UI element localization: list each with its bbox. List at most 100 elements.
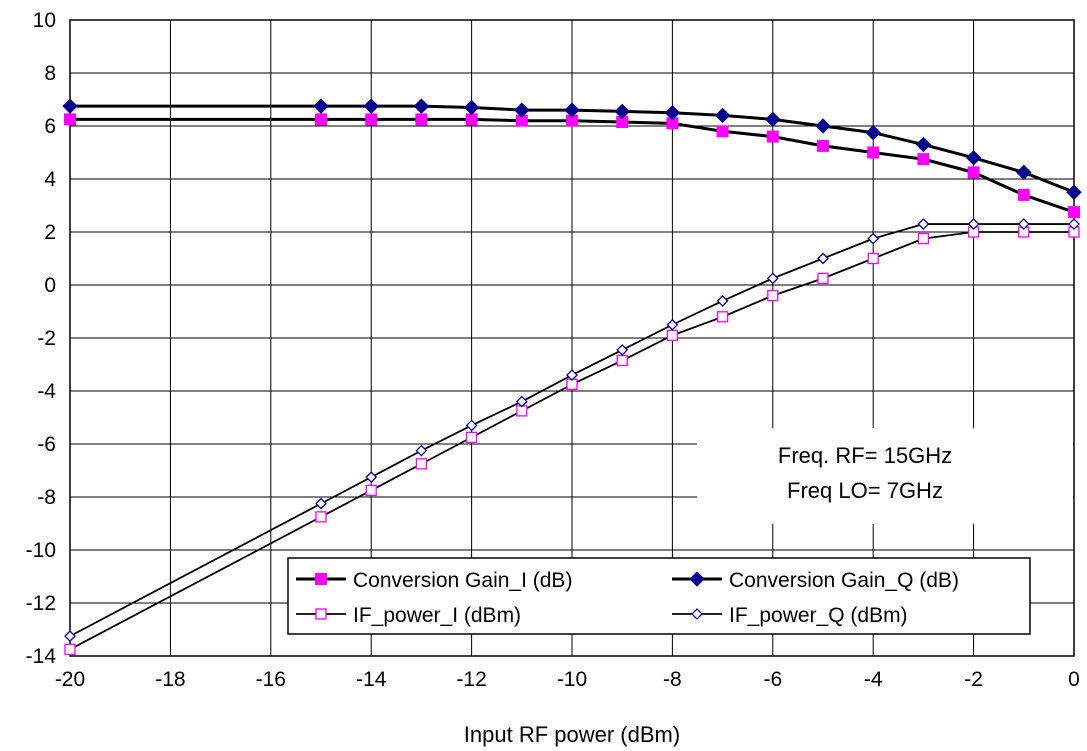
y-tick-label: 0 [44, 274, 56, 297]
data-point [313, 98, 329, 114]
x-tick-label: -6 [763, 668, 782, 691]
data-point [1068, 218, 1080, 230]
legend-label: IF_power_I (dBm) [353, 604, 521, 627]
data-point [915, 136, 932, 153]
x-tick-label: -10 [557, 668, 587, 691]
data-point [917, 153, 930, 166]
y-tick-label: 4 [44, 168, 56, 191]
data-point [415, 444, 428, 457]
series-3 [64, 226, 1080, 656]
x-axis-title: Input RF power (dBm) [464, 722, 680, 747]
data-point [666, 318, 679, 331]
data-point [714, 107, 731, 124]
series-4 [64, 218, 1080, 643]
data-point [917, 218, 930, 230]
data-point [64, 630, 76, 643]
data-point [64, 113, 76, 126]
y-tick-label: -12 [26, 592, 56, 615]
data-point [614, 103, 630, 120]
data-point [465, 113, 478, 126]
plot-area-frame [69, 19, 1075, 657]
y-tick-label: -2 [37, 327, 56, 350]
x-tick-label: -18 [155, 668, 185, 691]
data-point [967, 218, 980, 230]
data-point [415, 113, 428, 126]
data-point [765, 111, 781, 128]
series-1 [64, 113, 1080, 219]
x-tick-label: -8 [663, 668, 682, 691]
data-point [817, 252, 829, 265]
y-tick-label: -10 [26, 539, 56, 562]
data-point [315, 497, 327, 510]
x-tick-label: -16 [256, 668, 286, 691]
data-point [363, 98, 379, 114]
series-group [62, 98, 1082, 656]
data-point [767, 289, 779, 302]
legend-marker [689, 571, 705, 587]
annotation-lo: Freq LO= 7GHz [787, 478, 943, 503]
x-tick-label: -2 [964, 668, 983, 691]
tick-labels: -20 -18 -16 -14 -12 -10 -8 -6 -4 -2 01086420-2-4-6… [26, 9, 1080, 691]
data-point [315, 511, 327, 523]
y-tick-label: 8 [44, 62, 56, 85]
y-tick-label: -6 [37, 433, 56, 456]
annotation-rf: Freq. RF= 15GHz [778, 443, 952, 468]
data-point [766, 272, 779, 285]
data-point [867, 146, 880, 159]
data-point [967, 166, 980, 179]
data-point [315, 113, 327, 126]
data-point [566, 369, 578, 382]
data-point [62, 98, 78, 114]
data-point [917, 232, 930, 245]
data-point [716, 125, 729, 138]
data-point [815, 118, 831, 134]
data-point [1016, 164, 1032, 181]
series-2 [62, 98, 1082, 200]
data-point [1017, 188, 1030, 201]
data-point [817, 139, 829, 152]
data-point [365, 484, 377, 497]
data-point [1017, 218, 1030, 230]
x-tick-label: -14 [356, 668, 387, 691]
data-point [365, 113, 378, 126]
data-point [413, 98, 430, 114]
legend-label: Conversion Gain_I (dB) [353, 569, 572, 592]
data-point [465, 419, 478, 432]
legend-label: IF_power_Q (dBm) [729, 604, 908, 627]
legend-marker [315, 573, 327, 585]
x-tick-label: -20 [55, 668, 85, 691]
data-point [64, 643, 76, 656]
data-point [465, 431, 478, 444]
y-tick-label: 10 [33, 9, 56, 32]
data-point [616, 354, 628, 367]
data-point [867, 252, 879, 265]
data-point [514, 102, 530, 118]
x-tick-label: -4 [864, 668, 883, 691]
legend-marker [691, 608, 703, 620]
y-tick-label: -14 [26, 645, 57, 668]
data-point [716, 294, 729, 307]
data-point [965, 150, 982, 166]
data-point [365, 471, 378, 484]
data-point [666, 329, 679, 342]
legend-box [287, 557, 1031, 635]
data-point [865, 124, 881, 141]
data-point [616, 344, 629, 356]
legend-marker [315, 608, 327, 620]
data-point [817, 272, 829, 285]
y-tick-label: -4 [37, 380, 56, 403]
y-tick-label: 2 [44, 221, 56, 244]
data-point [716, 311, 729, 323]
data-point [415, 458, 428, 470]
data-point [1066, 184, 1082, 200]
data-point [664, 105, 681, 121]
data-point [766, 130, 779, 143]
x-tick-label: -12 [456, 668, 486, 691]
data-point [463, 99, 480, 116]
data-point [515, 395, 528, 408]
data-point [1068, 206, 1080, 219]
data-point [564, 102, 580, 118]
x-tick-label: 0 [1068, 668, 1080, 691]
annotation-box: Freq. RF= 15GHz Freq LO= 7GHz [697, 428, 1073, 524]
